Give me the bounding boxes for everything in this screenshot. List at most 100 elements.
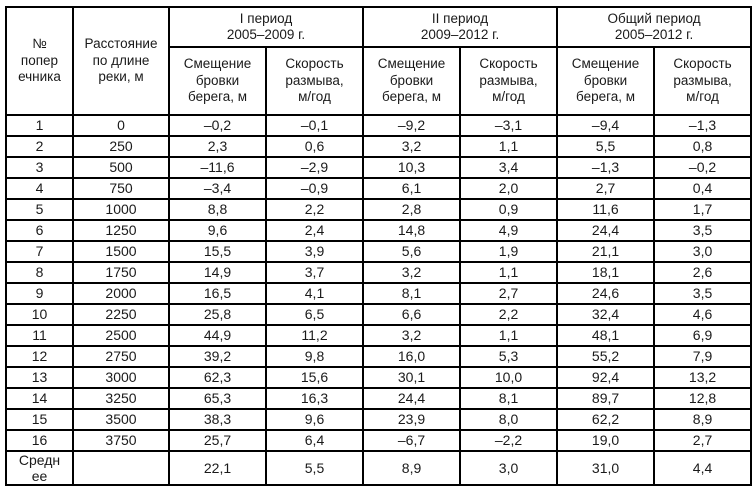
value-cell: 3,5 bbox=[653, 282, 753, 305]
distance-cell: 2000 bbox=[72, 282, 170, 305]
value-cell: –3,4 bbox=[168, 177, 267, 200]
value-cell: 18,1 bbox=[556, 261, 656, 284]
distance-cell: 1750 bbox=[72, 261, 170, 284]
distance-cell: 1000 bbox=[72, 198, 170, 221]
row-number-cell: 9 bbox=[5, 282, 74, 305]
value-cell: 2,2 bbox=[264, 198, 365, 221]
distance-cell: 1250 bbox=[72, 219, 170, 242]
value-cell: 1,1 bbox=[459, 261, 559, 284]
value-cell: 1,1 bbox=[459, 324, 559, 347]
value-cell: 48,1 bbox=[556, 324, 656, 347]
value-cell: 3,9 bbox=[264, 240, 365, 263]
value-cell: 6,4 bbox=[264, 429, 365, 452]
value-cell: 14,9 bbox=[168, 261, 267, 284]
value-cell: –1,3 bbox=[556, 156, 656, 179]
header-offset-period-2: Смещение бровки берега, м bbox=[362, 46, 462, 116]
value-cell: 23,9 bbox=[362, 408, 462, 431]
distance-cell: 1500 bbox=[72, 240, 170, 263]
value-cell: 1,9 bbox=[459, 240, 559, 263]
summary-value-cell: 5,5 bbox=[264, 449, 365, 486]
header-cross-section-number: № попер ечника bbox=[5, 6, 74, 116]
table-row: 2 250 2,3 0,6 3,2 1,1 5,5 0,8 bbox=[5, 135, 753, 158]
header-subcol-row: Смещение бровки берега, м Скорость размы… bbox=[6, 46, 753, 116]
header-rate-period-1: Скорость размыва, м/год bbox=[264, 46, 365, 116]
distance-cell: 750 bbox=[72, 177, 170, 200]
distance-cell: 3750 bbox=[72, 429, 170, 452]
value-cell: 11,6 bbox=[556, 198, 656, 221]
value-cell: –3,1 bbox=[459, 114, 559, 137]
header-rate-period-total: Скорость размыва, м/год bbox=[653, 46, 753, 116]
distance-cell: 500 bbox=[72, 156, 170, 179]
table-row: 7 1500 15,5 3,9 5,6 1,9 21,1 3,0 bbox=[5, 240, 753, 263]
value-cell: 9,6 bbox=[168, 219, 267, 242]
value-cell: 2,3 bbox=[168, 135, 267, 158]
value-cell: 3,0 bbox=[653, 240, 753, 263]
value-cell: 62,3 bbox=[168, 366, 267, 389]
row-number-cell: 15 bbox=[5, 408, 74, 431]
header-offset-period-total: Смещение бровки берега, м bbox=[556, 46, 656, 116]
table-body: 1 0 –0,2 –0,1 –9,2 –3,1 –9,4 –1,3 2 250 2,3 0,6 3,2 1… bbox=[5, 114, 753, 452]
value-cell: 2,7 bbox=[459, 282, 559, 305]
row-number-cell: 7 bbox=[5, 240, 74, 263]
row-number-cell: 12 bbox=[5, 345, 74, 368]
table-row: 6 1250 9,6 2,4 14,8 4,9 24,4 3,5 bbox=[5, 219, 753, 242]
value-cell: 2,7 bbox=[556, 177, 656, 200]
value-cell: 6,5 bbox=[264, 303, 365, 326]
distance-cell: 3000 bbox=[72, 366, 170, 389]
value-cell: 5,3 bbox=[459, 345, 559, 368]
value-cell: 3,7 bbox=[264, 261, 365, 284]
value-cell: 25,8 bbox=[168, 303, 267, 326]
value-cell: 5,6 bbox=[362, 240, 462, 263]
value-cell: 9,6 bbox=[264, 408, 365, 431]
value-cell: 2,7 bbox=[653, 429, 753, 452]
value-cell: 16,0 bbox=[362, 345, 462, 368]
value-cell: 3,2 bbox=[362, 324, 462, 347]
summary-value-cell: 22,1 bbox=[168, 449, 267, 486]
value-cell: 24,6 bbox=[556, 282, 656, 305]
value-cell: 38,3 bbox=[168, 408, 267, 431]
value-cell: –0,2 bbox=[653, 156, 753, 179]
value-cell: 4,1 bbox=[264, 282, 365, 305]
value-cell: 2,4 bbox=[264, 219, 365, 242]
value-cell: 92,4 bbox=[556, 366, 656, 389]
value-cell: –9,2 bbox=[362, 114, 462, 137]
row-number-cell: 11 bbox=[5, 324, 74, 347]
value-cell: 65,3 bbox=[168, 387, 267, 410]
row-number-cell: 4 bbox=[5, 177, 74, 200]
value-cell: 5,5 bbox=[556, 135, 656, 158]
value-cell: 4,6 bbox=[653, 303, 753, 326]
value-cell: –6,7 bbox=[362, 429, 462, 452]
table-header: № попер ечника Расстояние по длине реки,… bbox=[5, 6, 753, 116]
value-cell: 3,4 bbox=[459, 156, 559, 179]
value-cell: 8,0 bbox=[459, 408, 559, 431]
value-cell: 0,6 bbox=[264, 135, 365, 158]
value-cell: 11,2 bbox=[264, 324, 365, 347]
row-number-cell: 2 bbox=[5, 135, 74, 158]
value-cell: –9,4 bbox=[556, 114, 656, 137]
value-cell: 89,7 bbox=[556, 387, 656, 410]
table-row: 15 3500 38,3 9,6 23,9 8,0 62,2 8,9 bbox=[5, 408, 753, 431]
summary-value-cell: 8,9 bbox=[362, 449, 462, 486]
table-row: 14 3250 65,3 16,3 24,4 8,1 89,7 12,8 bbox=[5, 387, 753, 410]
value-cell: 8,8 bbox=[168, 198, 267, 221]
header-period-row: № попер ечника Расстояние по длине реки,… bbox=[5, 6, 753, 116]
value-cell: 16,3 bbox=[264, 387, 365, 410]
table-row: 10 2250 25,8 6,5 6,6 2,2 32,4 4,6 bbox=[5, 303, 753, 326]
summary-distance-cell bbox=[72, 449, 170, 486]
row-number-cell: 16 bbox=[5, 429, 74, 452]
header-period-1: I период 2005–2009 г. bbox=[167, 6, 365, 48]
value-cell: 0,8 bbox=[653, 135, 753, 158]
value-cell: –2,2 bbox=[459, 429, 559, 452]
summary-value-cell: 31,0 bbox=[556, 449, 656, 486]
value-cell: 2,8 bbox=[362, 198, 462, 221]
value-cell: 30,1 bbox=[362, 366, 462, 389]
value-cell: –2,9 bbox=[264, 156, 365, 179]
distance-cell: 2250 bbox=[72, 303, 170, 326]
table-row: 11 2500 44,9 11,2 3,2 1,1 48,1 6,9 bbox=[5, 324, 753, 347]
value-cell: –0,1 bbox=[264, 114, 365, 137]
value-cell: 2,0 bbox=[459, 177, 559, 200]
value-cell: 19,0 bbox=[556, 429, 656, 452]
table-row: 5 1000 8,8 2,2 2,8 0,9 11,6 1,7 bbox=[5, 198, 753, 221]
header-distance: Расстояние по длине реки, м bbox=[72, 6, 170, 116]
